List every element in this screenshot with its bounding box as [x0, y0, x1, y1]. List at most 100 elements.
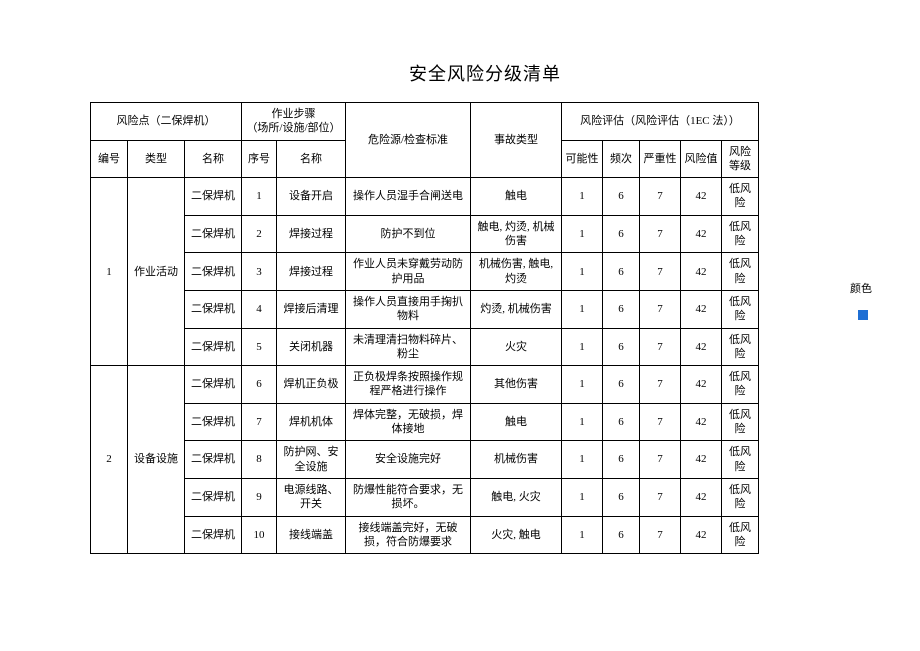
cell-group-id: 1 [91, 178, 128, 366]
cell-seq: 7 [242, 403, 277, 441]
cell-hazard: 安全设施完好 [346, 441, 471, 479]
cell-risk-value: 42 [681, 441, 722, 479]
cell-risk-value: 42 [681, 290, 722, 328]
cell-accident: 触电, 火灾 [471, 478, 562, 516]
cell-seq: 10 [242, 516, 277, 554]
hdr-seq: 序号 [242, 140, 277, 178]
cell-seq: 9 [242, 478, 277, 516]
cell-hazard: 操作人员直接用手掬扒物料 [346, 290, 471, 328]
cell-risk-grade: 低风险 [722, 366, 759, 404]
cell-risk-grade: 低风险 [722, 215, 759, 253]
table-row: 二保焊机7焊机机体焊体完整，无破损，焊体接地触电16742低风险 [91, 403, 759, 441]
cell-accident: 灼烫, 机械伤害 [471, 290, 562, 328]
cell-severity: 7 [640, 178, 681, 216]
cell-seq: 4 [242, 290, 277, 328]
table-row: 二保焊机3焊接过程作业人员未穿戴劳动防护用品机械伤害, 触电, 灼烫16742低… [91, 253, 759, 291]
cell-frequency: 6 [603, 366, 640, 404]
cell-frequency: 6 [603, 516, 640, 554]
cell-hazard: 操作人员湿手合闸送电 [346, 178, 471, 216]
hdr-risk-grade: 风险 等级 [722, 140, 759, 178]
table-row: 二保焊机4焊接后清理操作人员直接用手掬扒物料灼烫, 机械伤害16742低风险 [91, 290, 759, 328]
cell-step: 电源线路、开关 [277, 478, 346, 516]
page-title: 安全风险分级清单 [90, 60, 880, 86]
cell-name: 二保焊机 [185, 290, 242, 328]
side-color-square [858, 310, 868, 320]
cell-frequency: 6 [603, 478, 640, 516]
cell-possibility: 1 [562, 178, 603, 216]
hdr-hazard: 危险源/检查标准 [346, 103, 471, 178]
cell-risk-grade: 低风险 [722, 328, 759, 366]
cell-possibility: 1 [562, 328, 603, 366]
cell-name: 二保焊机 [185, 441, 242, 479]
cell-risk-value: 42 [681, 215, 722, 253]
cell-name: 二保焊机 [185, 253, 242, 291]
cell-possibility: 1 [562, 215, 603, 253]
cell-possibility: 1 [562, 478, 603, 516]
risk-table: 风险点（二保焊机） 作业步骤 （场所/设施/部位） 危险源/检查标准 事故类型 … [90, 102, 759, 554]
cell-accident: 火灾 [471, 328, 562, 366]
cell-severity: 7 [640, 441, 681, 479]
cell-name: 二保焊机 [185, 328, 242, 366]
cell-step: 关闭机器 [277, 328, 346, 366]
table-row: 二保焊机5关闭机器未清理清扫物料碎片、粉尘火灾16742低风险 [91, 328, 759, 366]
cell-step: 焊接过程 [277, 215, 346, 253]
cell-severity: 7 [640, 328, 681, 366]
cell-possibility: 1 [562, 516, 603, 554]
cell-step: 设备开启 [277, 178, 346, 216]
cell-risk-value: 42 [681, 328, 722, 366]
cell-severity: 7 [640, 478, 681, 516]
cell-possibility: 1 [562, 253, 603, 291]
hdr-severity: 严重性 [640, 140, 681, 178]
cell-accident: 触电 [471, 178, 562, 216]
hdr-step-name: 名称 [277, 140, 346, 178]
cell-possibility: 1 [562, 290, 603, 328]
cell-accident: 机械伤害 [471, 441, 562, 479]
cell-accident: 火灾, 触电 [471, 516, 562, 554]
cell-seq: 8 [242, 441, 277, 479]
cell-name: 二保焊机 [185, 178, 242, 216]
cell-hazard: 焊体完整，无破损，焊体接地 [346, 403, 471, 441]
cell-hazard: 正负极焊条按照操作规程严格进行操作 [346, 366, 471, 404]
cell-frequency: 6 [603, 290, 640, 328]
hdr-type: 类型 [128, 140, 185, 178]
cell-risk-grade: 低风险 [722, 478, 759, 516]
cell-severity: 7 [640, 403, 681, 441]
table-row: 二保焊机8防护网、安全设施安全设施完好机械伤害16742低风险 [91, 441, 759, 479]
cell-name: 二保焊机 [185, 516, 242, 554]
cell-hazard: 防爆性能符合要求，无损坏。 [346, 478, 471, 516]
cell-risk-value: 42 [681, 516, 722, 554]
cell-step: 焊接后清理 [277, 290, 346, 328]
hdr-id: 编号 [91, 140, 128, 178]
cell-seq: 1 [242, 178, 277, 216]
side-color-label: 颜色 [850, 280, 872, 296]
cell-step: 焊机正负极 [277, 366, 346, 404]
cell-accident: 其他伤害 [471, 366, 562, 404]
cell-name: 二保焊机 [185, 366, 242, 404]
cell-step: 接线端盖 [277, 516, 346, 554]
cell-hazard: 防护不到位 [346, 215, 471, 253]
cell-risk-value: 42 [681, 178, 722, 216]
hdr-possibility: 可能性 [562, 140, 603, 178]
hdr-risk-point: 风险点（二保焊机） [91, 103, 242, 141]
cell-accident: 触电, 灼烫, 机械伤害 [471, 215, 562, 253]
table-row: 1作业活动二保焊机1设备开启操作人员湿手合闸送电触电16742低风险 [91, 178, 759, 216]
cell-risk-grade: 低风险 [722, 253, 759, 291]
cell-severity: 7 [640, 516, 681, 554]
cell-seq: 3 [242, 253, 277, 291]
cell-hazard: 作业人员未穿戴劳动防护用品 [346, 253, 471, 291]
cell-step: 焊机机体 [277, 403, 346, 441]
cell-group-id: 2 [91, 366, 128, 554]
cell-group-type: 设备设施 [128, 366, 185, 554]
cell-frequency: 6 [603, 178, 640, 216]
cell-frequency: 6 [603, 253, 640, 291]
cell-accident: 机械伤害, 触电, 灼烫 [471, 253, 562, 291]
cell-seq: 6 [242, 366, 277, 404]
hdr-name: 名称 [185, 140, 242, 178]
cell-step: 焊接过程 [277, 253, 346, 291]
cell-seq: 5 [242, 328, 277, 366]
cell-possibility: 1 [562, 366, 603, 404]
hdr-frequency: 频次 [603, 140, 640, 178]
hdr-risk-value: 风险值 [681, 140, 722, 178]
table-row: 二保焊机2焊接过程防护不到位触电, 灼烫, 机械伤害16742低风险 [91, 215, 759, 253]
table-row: 二保焊机10接线端盖接线端盖完好，无破损，符合防爆要求火灾, 触电16742低风… [91, 516, 759, 554]
